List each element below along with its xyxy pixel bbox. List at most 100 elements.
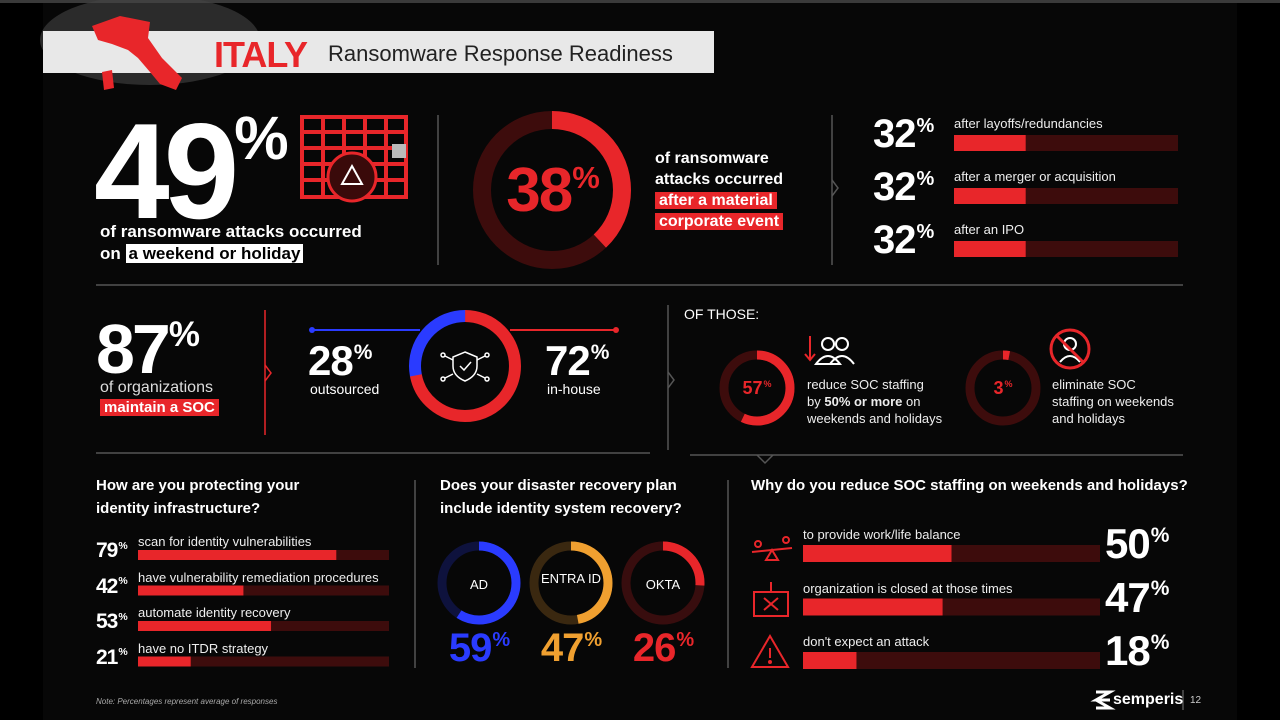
text xyxy=(1055,334,1085,364)
bar-track xyxy=(138,585,389,596)
split-label: in-house xyxy=(547,381,601,397)
text xyxy=(476,373,486,379)
bar xyxy=(803,652,857,669)
stat: 32% xyxy=(873,112,934,156)
stat-value: 38 xyxy=(506,156,573,225)
question: Why do you reduce SOC staffing on weeken… xyxy=(751,477,1188,494)
map-island xyxy=(102,70,114,90)
stat: 50% xyxy=(1105,523,1169,565)
stat-value: 32 xyxy=(873,112,916,156)
percent-sign: % xyxy=(492,628,510,651)
text: by 50% or more on xyxy=(807,393,942,410)
text xyxy=(1049,328,1091,370)
dividers xyxy=(96,115,1184,710)
percent-sign: % xyxy=(1150,630,1170,654)
ring-arc xyxy=(437,541,521,625)
text xyxy=(821,337,835,351)
stat-value: 28 xyxy=(308,337,354,384)
stat: 18% xyxy=(1105,630,1170,672)
highlight-text: maintain a SOC xyxy=(100,399,219,416)
stat-text: of ransomware xyxy=(655,150,769,167)
text: on xyxy=(906,394,921,409)
item-label: automate identity recovery xyxy=(138,605,291,620)
item-label: have no ITDR strategy xyxy=(138,640,269,656)
percent-sign: % xyxy=(353,340,373,364)
stat-value: 59 xyxy=(448,626,492,670)
text xyxy=(440,352,446,358)
ring-label: ENTRA ID xyxy=(541,571,601,586)
bar xyxy=(954,188,1026,204)
item-label: don't expect an attack xyxy=(803,634,930,649)
person-cancel-icon xyxy=(1049,328,1091,370)
stat-value: 42 xyxy=(96,574,118,598)
percent-sign: % xyxy=(234,103,289,172)
question: How are you protecting your identity inf… xyxy=(96,477,300,517)
stat-value: 72 xyxy=(545,337,591,384)
percent-sign: % xyxy=(168,314,200,354)
stat: 42% xyxy=(96,574,128,598)
bar-track xyxy=(138,656,389,667)
bar xyxy=(138,656,191,667)
map-italy xyxy=(92,16,182,90)
country: ITALY xyxy=(214,34,308,75)
bar xyxy=(803,545,952,562)
stat-big: 87% xyxy=(96,314,200,384)
stat: 21% xyxy=(96,646,128,668)
text xyxy=(782,536,790,544)
stat-value: 3 xyxy=(993,378,1004,398)
text: eliminate SOC xyxy=(1052,377,1136,392)
item-label: to provide work/life balance xyxy=(803,527,961,542)
stat-value: 26 xyxy=(632,626,676,670)
percent-sign: % xyxy=(916,167,935,190)
stat: 32% xyxy=(873,218,935,262)
item-text: reduce SOC staffing by 50% or more on we… xyxy=(807,376,942,427)
ring-arc xyxy=(473,111,631,269)
bar xyxy=(138,621,272,631)
item-label: have vulnerability remediation procedure… xyxy=(138,569,379,585)
chevron xyxy=(667,371,675,389)
item-label: after layoffs/redundancies xyxy=(954,116,1103,131)
bar xyxy=(954,241,1026,257)
highlight: maintain a SOC xyxy=(100,399,219,416)
item-label: scan for identity vulnerabilities xyxy=(138,534,312,549)
stat-text: attacks occurred xyxy=(655,171,784,188)
text xyxy=(452,351,478,382)
text xyxy=(763,597,779,611)
text xyxy=(444,373,454,379)
brand: semperis xyxy=(1113,691,1184,708)
text xyxy=(444,355,454,361)
text: on xyxy=(100,244,121,263)
chevron xyxy=(264,364,272,382)
header-title: Ransomware Response Readiness xyxy=(328,41,673,66)
split-value: 28% xyxy=(308,337,373,384)
percent-sign: % xyxy=(572,160,600,196)
reason-icons xyxy=(750,536,793,668)
stat-text: on a weekend or holiday xyxy=(100,244,304,263)
bold-text: 50% or more xyxy=(824,394,903,409)
highlight-text: corporate event xyxy=(655,213,784,230)
text xyxy=(750,634,790,668)
stat-value: 79 xyxy=(96,539,118,562)
connector-dot xyxy=(613,327,619,333)
stat: 47% xyxy=(525,628,617,668)
stat-value: 49 xyxy=(94,95,239,247)
text xyxy=(835,337,849,351)
stat: 47% xyxy=(1105,576,1169,619)
split-label: outsourced xyxy=(310,381,380,397)
ring-value: 38% xyxy=(482,160,622,222)
bar xyxy=(138,585,244,596)
highlight-text: after a material xyxy=(655,192,777,209)
percent-sign: % xyxy=(916,220,935,243)
text xyxy=(440,376,446,382)
ring-arc xyxy=(719,350,795,426)
text xyxy=(813,355,843,365)
ring-label: AD xyxy=(469,577,489,592)
item-label: organization is closed at those times xyxy=(803,580,1013,596)
people-icon xyxy=(813,337,855,365)
bar xyxy=(138,550,337,560)
top-strip xyxy=(0,0,1280,3)
stat-value: 32 xyxy=(873,218,916,262)
percent-sign: % xyxy=(118,646,127,659)
text: reduce SOC staffing xyxy=(807,377,924,392)
